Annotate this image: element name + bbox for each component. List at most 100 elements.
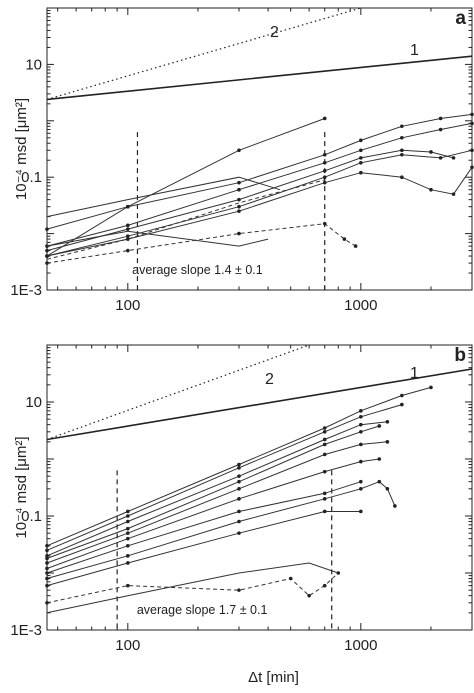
series-line <box>46 404 403 551</box>
series-point <box>45 571 49 575</box>
series-line <box>46 223 356 264</box>
plot-frame <box>46 7 473 291</box>
x-tick-label: 100 <box>115 297 140 314</box>
series-point <box>45 261 49 265</box>
x-tick-label: 100 <box>115 637 140 654</box>
series-point <box>400 124 404 129</box>
x-tick-label: 1000 <box>344 637 377 654</box>
series-point <box>237 209 241 213</box>
reference-line-1 <box>46 368 473 441</box>
reference-line-2 <box>46 344 310 441</box>
series-point <box>237 204 241 209</box>
series-point <box>470 165 474 170</box>
series-point <box>400 152 404 157</box>
series-point <box>322 497 327 501</box>
series-line <box>46 441 388 564</box>
series-point <box>126 583 130 588</box>
series-point <box>322 583 327 588</box>
series-point <box>322 442 327 447</box>
y-tick-label: 0.1 <box>21 169 42 186</box>
series-point <box>429 150 433 154</box>
series-point <box>322 161 327 165</box>
series-point <box>45 244 49 248</box>
series-point <box>359 156 363 160</box>
series-point <box>359 442 363 447</box>
x-tick-label: 1000 <box>344 297 377 314</box>
series-point <box>237 187 241 192</box>
series-point <box>359 414 363 419</box>
series-point <box>237 497 241 501</box>
series-point <box>45 566 49 571</box>
series-point <box>359 487 363 491</box>
series-point <box>400 402 404 407</box>
series-point <box>353 244 358 248</box>
reference-label-2: 2 <box>265 371 274 388</box>
series-point <box>288 576 293 581</box>
series-point <box>126 514 130 518</box>
series-point <box>237 148 241 153</box>
series-point <box>470 112 474 117</box>
series-point <box>126 237 130 241</box>
series-point <box>126 554 130 558</box>
series-line <box>46 562 339 614</box>
panel-letter: a <box>455 8 466 29</box>
series-line <box>46 149 473 257</box>
y-tick-label: 0.1 <box>21 508 42 525</box>
series-point <box>322 168 327 173</box>
series-point <box>237 588 241 592</box>
series-point <box>322 116 327 121</box>
series-point <box>359 138 363 143</box>
series-point <box>237 466 241 470</box>
series-point <box>322 426 327 430</box>
y-tick-label: 1E-3 <box>10 282 42 299</box>
reference-line-1 <box>46 55 473 101</box>
reference-label-1: 1 <box>410 365 419 382</box>
series-point <box>45 254 49 258</box>
series-line <box>46 572 339 604</box>
reference-line-2 <box>46 7 361 100</box>
series-point <box>342 237 347 241</box>
series-point <box>377 424 382 428</box>
series-point <box>237 519 241 524</box>
series-point <box>451 192 456 196</box>
series-point <box>377 457 382 461</box>
series-line <box>46 458 380 569</box>
series-point <box>237 474 241 478</box>
series-point <box>237 509 241 514</box>
series-point <box>400 175 404 179</box>
series-point <box>359 430 363 434</box>
series-point <box>322 221 327 226</box>
series-point <box>400 393 404 398</box>
series-point <box>385 487 390 491</box>
series-point <box>322 491 327 496</box>
series-point <box>438 116 443 121</box>
series-line <box>46 425 380 559</box>
series-point <box>126 227 130 231</box>
y-tick-label: 1E-3 <box>10 622 42 639</box>
series-point <box>322 509 327 514</box>
series-line <box>46 118 325 257</box>
reference-label-2: 2 <box>270 24 279 41</box>
series-point <box>322 152 327 157</box>
series-point <box>126 536 130 541</box>
series-point <box>126 519 130 524</box>
series-point <box>429 385 433 390</box>
series-point <box>45 548 49 553</box>
series-line <box>46 149 454 252</box>
panel-b: 100 1000 1E-3 0.1 10 10⁻⁴ msd [μm²] Δt [min] 2 1… <box>10 344 473 686</box>
series-point <box>322 452 327 457</box>
series-point <box>359 459 363 464</box>
series-point <box>400 135 404 140</box>
y-axis-title: 10⁻⁴ msd [μm²] <box>13 436 30 538</box>
series-point <box>237 462 241 467</box>
series-point <box>45 556 49 561</box>
series-point <box>45 601 49 605</box>
series-point <box>237 197 241 202</box>
plot-frame <box>46 344 473 631</box>
series-point <box>45 248 49 253</box>
series-point <box>470 148 474 153</box>
series-point <box>126 544 130 548</box>
y-tick-label: 10 <box>25 394 42 411</box>
series-point <box>126 526 130 531</box>
